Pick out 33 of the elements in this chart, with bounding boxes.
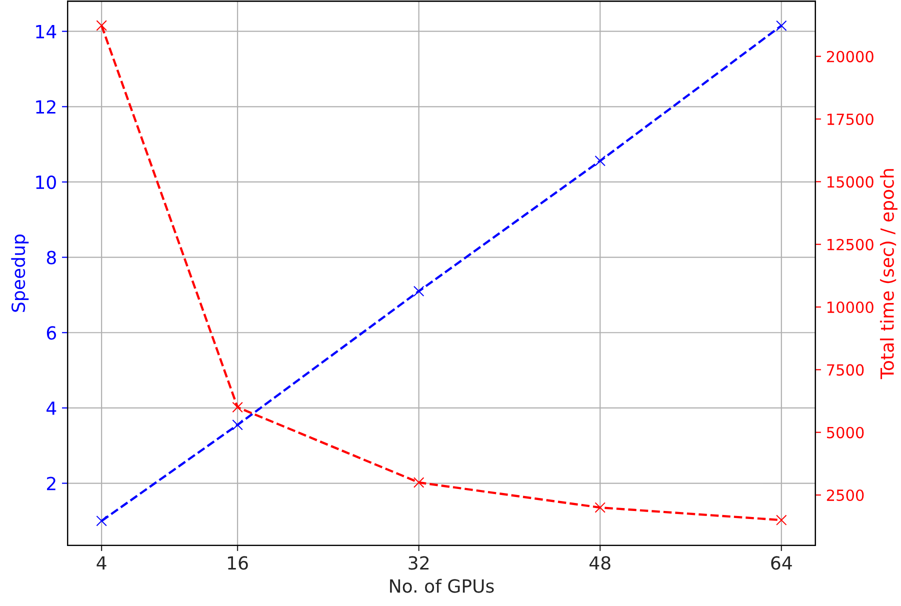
- x-tick-label: 64: [771, 556, 792, 570]
- point: [96, 20, 107, 31]
- y2-tick-label: 12500: [828, 238, 874, 250]
- y-tick-label: 2: [46, 476, 56, 490]
- y2-tick-label: 7500: [827, 364, 864, 376]
- point: [594, 156, 606, 166]
- y2-tick-label: 17500: [828, 113, 874, 126]
- point: [96, 516, 107, 526]
- x-tick-label: 32: [408, 556, 429, 570]
- y2-axis-title: Total time (sec) / epoch: [880, 169, 898, 380]
- y2-tick-label: 20000: [826, 50, 874, 62]
- point: [413, 477, 424, 488]
- point: [776, 514, 787, 526]
- x-tick-label: 4: [96, 556, 106, 570]
- point: [232, 402, 243, 413]
- y-tick-label: 10: [36, 175, 56, 190]
- point: [776, 20, 787, 32]
- y-tick-label: 6: [46, 326, 56, 340]
- point: [594, 502, 606, 513]
- y-axis-title: Speedup: [11, 234, 29, 312]
- y2-tick-label: 15000: [828, 176, 874, 188]
- x-tick-label: 16: [228, 556, 248, 570]
- point: [413, 286, 424, 297]
- y-tick-label: 14: [36, 25, 56, 38]
- x-axis-title: No. of GPUs: [390, 578, 494, 593]
- point: [232, 420, 243, 430]
- y2-tick-label: 5000: [827, 426, 864, 438]
- y2-tick-label: 10000: [828, 301, 874, 314]
- y-tick-label: 4: [46, 402, 56, 415]
- x-tick-label: 48: [590, 556, 610, 570]
- y-tick-label: 8: [46, 250, 56, 264]
- y-tick-label: 12: [36, 100, 56, 114]
- y2-tick-label: 2500: [826, 489, 864, 502]
